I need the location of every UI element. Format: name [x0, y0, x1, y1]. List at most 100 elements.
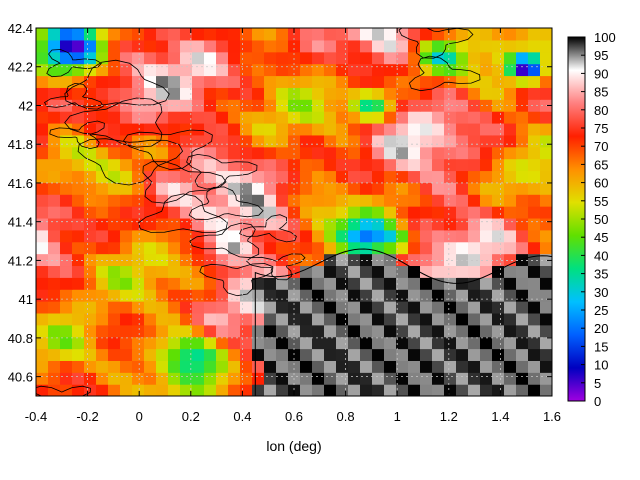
heatmap-cell — [312, 312, 325, 326]
heatmap-cell — [504, 99, 517, 112]
heatmap-cell — [120, 301, 133, 314]
heatmap-cell — [336, 28, 349, 41]
heatmap-cell — [312, 158, 325, 172]
heatmap-cell — [60, 51, 73, 65]
heatmap-cell — [204, 194, 217, 207]
heatmap-cell — [480, 360, 493, 373]
heatmap-cell — [492, 241, 505, 255]
heatmap-cell — [312, 241, 325, 255]
heatmap-cell — [420, 241, 433, 255]
heatmap-cell — [252, 289, 265, 302]
heatmap-cell — [300, 51, 313, 65]
heatmap-cell — [360, 194, 373, 207]
heatmap-cell — [396, 134, 409, 148]
heatmap-cell — [300, 312, 313, 326]
heatmap-cell — [156, 336, 169, 350]
heatmap-cell — [384, 158, 397, 172]
heatmap-cell — [192, 63, 205, 77]
heatmap-cell — [528, 265, 541, 278]
heatmap-cell — [84, 348, 97, 361]
heatmap-cell — [48, 217, 61, 231]
contour-line — [43, 82, 104, 110]
heatmap-cell — [96, 348, 109, 361]
heatmap-cell — [132, 206, 145, 219]
heatmap-cell — [132, 348, 145, 361]
heatmap-cell — [84, 265, 97, 278]
heatmap-cell — [132, 75, 145, 88]
heatmap-cell — [144, 170, 157, 183]
heatmap-cell — [420, 75, 433, 88]
heatmap-cell — [228, 87, 241, 100]
heatmap-cell — [252, 75, 265, 88]
heatmap-cell — [264, 99, 277, 112]
heatmap-cell — [288, 194, 301, 207]
heatmap-cell — [492, 348, 505, 361]
heatmap-cell — [540, 170, 552, 183]
heatmap-cell — [60, 122, 73, 136]
heatmap-cell — [468, 87, 481, 100]
heatmap-cell — [216, 360, 229, 373]
heatmap-cell — [336, 63, 349, 77]
heatmap-cell — [84, 336, 97, 350]
heatmap-cell — [60, 301, 73, 314]
heatmap-cell — [324, 384, 337, 396]
heatmap-cell — [240, 111, 253, 124]
heatmap-cell — [420, 336, 433, 350]
heatmap-cell — [204, 111, 217, 124]
colorbar-tick-label: 30 — [594, 285, 608, 300]
heatmap-cell — [336, 87, 349, 100]
heatmap-cell — [240, 324, 253, 338]
heatmap-cell — [528, 28, 541, 41]
colorbar-tick-label: 45 — [594, 230, 608, 245]
heatmap-cell — [372, 111, 385, 124]
heatmap-cell — [468, 312, 481, 326]
heatmap-cell — [36, 39, 49, 53]
heatmap-cell — [408, 206, 421, 219]
heatmap-cell — [60, 241, 73, 255]
heatmap-cell — [516, 301, 529, 314]
heatmap-cell — [384, 312, 397, 326]
heatmap-cell — [72, 194, 85, 207]
heatmap-cell — [96, 289, 109, 302]
heatmap-cell — [456, 241, 469, 255]
heatmap-cell — [516, 241, 529, 255]
heatmap-cell — [456, 265, 469, 278]
heatmap-cell — [456, 336, 469, 350]
heatmap-cell — [420, 312, 433, 326]
heatmap-cell — [240, 134, 253, 148]
heatmap-cell — [480, 289, 493, 302]
heatmap-cell — [192, 217, 205, 231]
heatmap-cell — [432, 277, 445, 290]
heatmap-cell — [540, 111, 552, 124]
heatmap-cell — [60, 253, 73, 267]
heatmap-cell — [120, 182, 133, 195]
heatmap-cell — [480, 134, 493, 148]
heatmap-cell — [60, 360, 73, 373]
heatmap-cell — [120, 39, 133, 53]
heatmap-cell — [48, 265, 61, 278]
heatmap-cell — [360, 372, 373, 385]
heatmap-cell — [144, 336, 157, 350]
heatmap-cell — [156, 360, 169, 373]
heatmap-cell — [528, 122, 541, 136]
heatmap-cell — [192, 75, 205, 88]
heatmap-cell — [360, 28, 373, 41]
heatmap-cell — [324, 146, 337, 160]
y-tick-label: 41.6 — [8, 176, 33, 191]
heatmap-cell — [324, 63, 337, 77]
heatmap-cell — [168, 87, 181, 100]
heatmap-cell — [480, 170, 493, 183]
heatmap-cell — [516, 384, 529, 396]
heatmap-cell — [156, 312, 169, 326]
heatmap-cell — [228, 28, 241, 41]
heatmap-cell — [132, 194, 145, 207]
heatmap-cell — [444, 324, 457, 338]
heatmap-cell — [96, 194, 109, 207]
heatmap-cell — [300, 122, 313, 136]
heatmap-cell — [204, 146, 217, 160]
heatmap-cell — [300, 206, 313, 219]
heatmap-cell — [48, 348, 61, 361]
x-tick-label: -0.4 — [25, 409, 47, 424]
heatmap-cell — [492, 87, 505, 100]
heatmap-cell — [372, 241, 385, 255]
